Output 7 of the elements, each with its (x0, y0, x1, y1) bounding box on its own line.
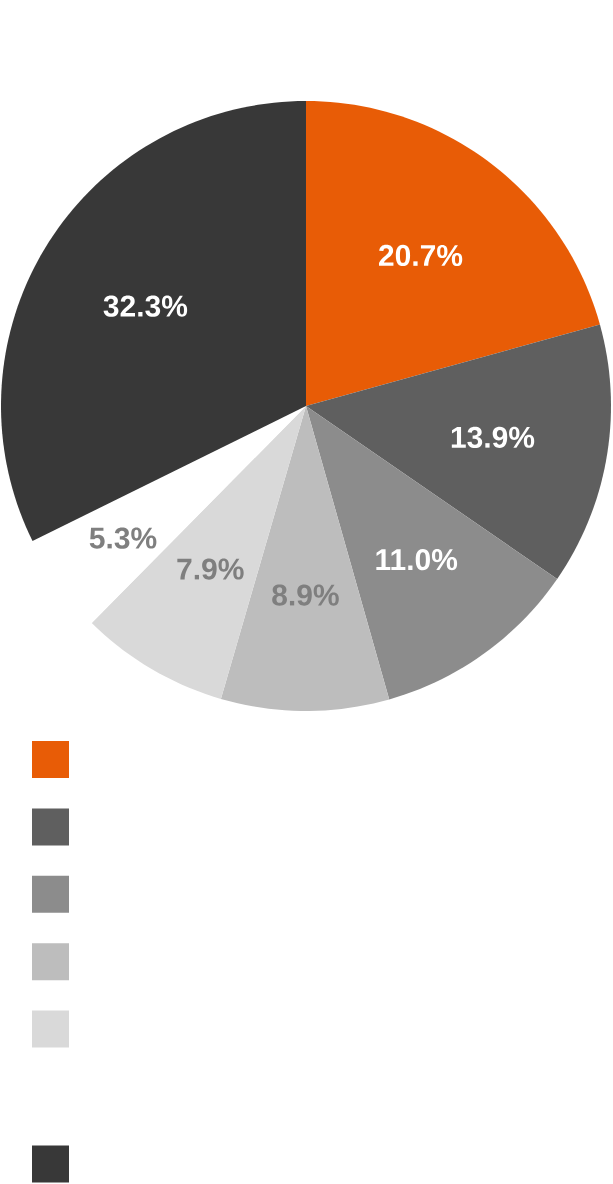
data-label: 5.3% (89, 527, 157, 549)
data-label: 13.9% (451, 426, 535, 448)
data-label: 8.9% (272, 584, 339, 606)
data-label: 7.9% (177, 558, 244, 580)
data-label: 11.0% (376, 549, 458, 571)
data-label: 20.7% (378, 244, 463, 267)
data-label: 32.3% (103, 295, 188, 317)
